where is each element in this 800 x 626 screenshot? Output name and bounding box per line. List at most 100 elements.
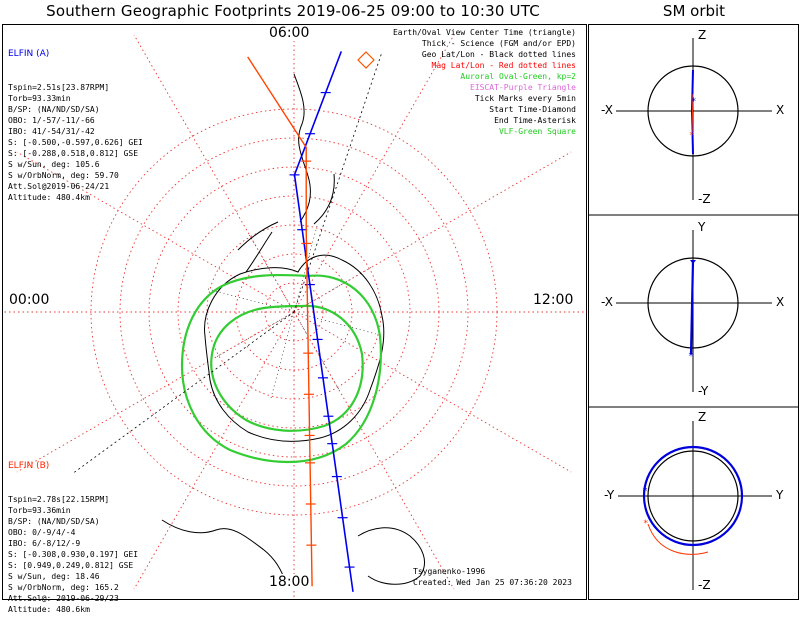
- track-elfin-b: [247, 56, 313, 587]
- start-marker-a: *: [691, 97, 696, 107]
- elfin-b-line: OBO: 0/-9/4/-4: [8, 528, 76, 537]
- mag-lon-line: [133, 34, 295, 313]
- mag-lon-line: [133, 311, 295, 590]
- elfin-b-line: IBO: 6/-8/12/-9: [8, 539, 81, 548]
- sm2-top-label: Y: [698, 220, 706, 234]
- sm-panel-xz: * *: [616, 38, 772, 200]
- sm3-right-label: Y: [776, 488, 784, 502]
- legend-entry: Start Time-Diamond: [489, 105, 576, 114]
- legend-entry: Mag Lat/Lon - Red dotted lines: [431, 61, 577, 70]
- mag-lat-ring: [119, 137, 469, 487]
- elfin-a-line: B/SP: (NA/ND/SD/SA): [8, 105, 100, 114]
- sm2-bottom-label: -Y: [698, 384, 709, 398]
- chart-title: Southern Geographic Footprints 2019-06-2…: [46, 2, 540, 20]
- legend-entry: Earth/Oval View Center Time (triangle): [392, 28, 576, 37]
- elfin-a-line: S w/Sun, deg: 105.6: [8, 160, 100, 169]
- sm-orbit-panels: * * * * *: [588, 24, 799, 600]
- auroral-oval: [180, 273, 382, 464]
- marker-b-yz: *: [643, 519, 648, 529]
- elfin-a-line: Altitude: 480.4km: [8, 193, 90, 202]
- legend-entry: Thick - Science (FGM and/or EPD): [421, 39, 576, 48]
- orbit-b-xz: [691, 93, 694, 133]
- elfin-b-line: S: [-0.308,0.930,0.197] GEI: [8, 550, 139, 559]
- orbit-a-xz: [690, 69, 694, 155]
- geo-lon-line: [270, 311, 295, 400]
- end-marker-a: *: [688, 351, 694, 362]
- start-marker-b: *: [689, 131, 694, 141]
- elfin-b-line: S: [0.949,0.249,0.812] GSE: [8, 561, 134, 570]
- sm-panel-yz: * *: [618, 421, 772, 590]
- elfin-a-info: ELFIN (A) Tspin=2.51s[23.87RPM] Torb=93.3…: [8, 27, 143, 214]
- orbit-a-xy: [689, 260, 695, 355]
- earth-circle: [647, 257, 739, 349]
- legend-entry: Auroral Oval-Green, kp=2: [460, 72, 576, 81]
- elfin-a-line: OBO: 1/-57/-11/-66: [8, 116, 95, 125]
- sm2-right-label: X: [776, 295, 785, 309]
- credit-block: Tsyganenko-1996 Created: Wed Jan 25 07:36…: [413, 566, 572, 588]
- legend-entry: EISCAT-Purple Triangle: [470, 83, 576, 92]
- antarctic-peninsula-outline: [245, 231, 273, 273]
- time-label-right: 12:00: [532, 292, 575, 308]
- time-label-bottom: 18:00: [268, 574, 311, 590]
- elfin-b-line: B/SP: (NA/ND/SD/SA): [8, 517, 100, 526]
- elfin-a-lines: Tspin=2.51s[23.87RPM] Torb=93.33min B/SP: …: [8, 82, 143, 203]
- satellite-tracks: [247, 51, 355, 592]
- earth-circle: [647, 450, 739, 542]
- elfin-b-info: ELFIN (B) Tspin=2.78s[22.15RPM] Torb=93.3…: [8, 439, 138, 626]
- elfin-b-line: Altitude: 480.6km: [8, 605, 90, 614]
- model-label: Tsyganenko-1996: [413, 567, 486, 576]
- elfin-b-header: ELFIN (B): [8, 461, 50, 471]
- sm1-top-label: Z: [698, 28, 707, 42]
- legend: Earth/Oval View Center Time (triangle) Th…: [393, 27, 576, 137]
- mag-lon-line: [16, 151, 295, 313]
- elfin-b-line: S w/OrbNorm, deg: 165.2: [8, 583, 119, 592]
- elfin-b-line: S w/Sun, deg: 18.46: [8, 572, 100, 581]
- auroral-oval-inner: [210, 304, 364, 432]
- legend-entry: Geo Lat/Lon - Black dotted lines: [421, 50, 576, 59]
- mag-lat-ring: [235, 253, 353, 371]
- earth-circle: [647, 65, 739, 157]
- elfin-a-line: Torb=93.33min: [8, 94, 71, 103]
- elfin-b-line: Torb=93.36min: [8, 506, 71, 515]
- center-triangle: [690, 260, 696, 264]
- elfin-b-lines: Tspin=2.78s[22.15RPM] Torb=93.36min B/SP: …: [8, 494, 138, 615]
- sm-panel-xy: *: [616, 230, 772, 392]
- mag-lon-line: [16, 311, 295, 473]
- orbit-b-yz: [647, 523, 709, 555]
- sm3-bottom-label: -Z: [698, 578, 711, 592]
- legend-entry: End Time-Asterisk: [494, 116, 576, 125]
- mag-lon-line: [293, 34, 455, 313]
- legend-entry: Tick Marks every 5min: [474, 94, 576, 103]
- africa-outline: [161, 519, 287, 585]
- south-america-outline: [293, 73, 335, 225]
- elfin-b-line: Tspin=2.78s[22.15RPM]: [8, 495, 110, 504]
- elfin-a-line: S: [-0.288,0.518,0.812] GSE: [8, 149, 139, 158]
- mag-lon-line: [293, 151, 572, 313]
- dashed-meridian-a: [71, 311, 295, 475]
- australia-outline: [357, 527, 425, 585]
- sm2-left-label: -X: [601, 295, 613, 309]
- dashed-meridian-b: [293, 51, 383, 313]
- legend-entry: VLF-Green Square: [498, 127, 576, 136]
- elfin-a-line: IBO: 41/-54/31/-42: [8, 127, 95, 136]
- elfin-a-line: S: [-0.500,-0.597,0.626] GEI: [8, 138, 143, 147]
- sm1-bottom-label: -Z: [698, 192, 711, 206]
- elfin-b-line: Att.Sol@: 2019-06-29/23: [8, 594, 119, 603]
- created-label: Created: Wed Jan 25 07:36:20 2023: [413, 578, 572, 587]
- mag-lon-line: [293, 311, 455, 590]
- geo-lon-line: [206, 288, 295, 313]
- mag-lon-line: [293, 311, 572, 473]
- sm3-left-label: -Y: [604, 488, 615, 502]
- orbit-a-yz: [642, 445, 744, 547]
- mag-lat-ring: [264, 282, 324, 342]
- elfin-a-line: Tspin=2.51s[23.87RPM]: [8, 83, 110, 92]
- time-label-top: 06:00: [268, 25, 311, 41]
- elfin-a-line: S w/OrbNorm, deg: 59.70: [8, 171, 119, 180]
- geo-lon-line: [293, 311, 382, 336]
- auroral-oval-outer: [180, 273, 382, 464]
- elfin-a-line: Att.Sol@2019-06-24/21: [8, 182, 110, 191]
- sm3-top-label: Z: [698, 410, 707, 424]
- sm1-left-label: -X: [601, 103, 613, 117]
- elfin-a-header: ELFIN (A): [8, 49, 50, 59]
- time-label-left: 00:00: [8, 292, 51, 308]
